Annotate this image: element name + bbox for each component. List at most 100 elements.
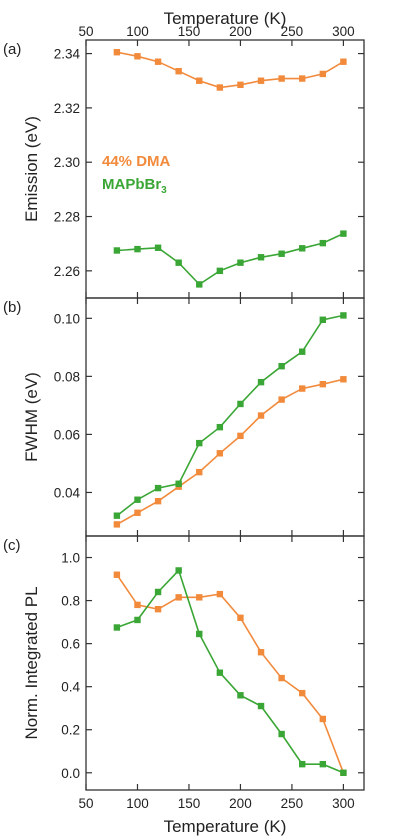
- panel-b-series-1-point: [237, 400, 244, 408]
- panel-b-series-1-point: [154, 484, 162, 492]
- panel-b-series-0-point: [237, 432, 244, 440]
- panel-a-series-1-line: [116, 232, 344, 286]
- panel-c-series-0-point: [216, 590, 224, 598]
- panel-c-y-tick-label: 0.0: [61, 766, 80, 781]
- panel-b-series-1-line: [116, 314, 344, 517]
- panel-c-series-0-point: [237, 614, 244, 621]
- panel-c-series-0-point: [113, 571, 121, 578]
- legend-entry-mapbbr3: MAPbBr3: [102, 176, 167, 196]
- top-x-tick-label: 250: [281, 24, 304, 39]
- panel-a-series-1-point: [154, 244, 162, 251]
- panel-b-series-1-point: [175, 480, 182, 487]
- top-x-tick-label: 300: [332, 24, 355, 39]
- top-x-axis-title: Temperature (K): [164, 9, 287, 28]
- legend-mapbbr-subscript: 3: [161, 185, 167, 196]
- panel-c-series-1-point: [319, 760, 327, 768]
- panel-a-y-tick-label: 2.34: [54, 47, 81, 62]
- panel-b-y-tick-label: 0.08: [54, 369, 80, 384]
- panel-c-series-1-point: [175, 567, 182, 574]
- panel-c-series-0-point: [196, 594, 203, 601]
- panel-c-series-1-point: [134, 616, 141, 624]
- panel-c-y-tick-label: 0.8: [61, 594, 80, 609]
- panel-a-series-0-point: [340, 58, 347, 65]
- panel-b-frame: [85, 297, 365, 537]
- panel-c-series-1-point: [237, 692, 244, 699]
- plot-layer: 2.26 2.28 2.30 2.32 2.34 0.04 0.06 0.08 0.10 0.0 0…: [54, 24, 364, 811]
- panel-a-series-0-point: [257, 77, 265, 84]
- panel-b-series-1-point: [278, 363, 285, 370]
- panel-b-series-1-point: [196, 439, 203, 447]
- panel-a-series-0-point: [196, 77, 203, 84]
- bottom-x-tick-label: 50: [78, 796, 93, 811]
- panel-c-series-1-point: [257, 702, 265, 710]
- panel-a-series-0-point: [175, 68, 182, 75]
- panel-a-series-0-line: [116, 51, 344, 89]
- panel-a-series-0-point: [216, 84, 224, 91]
- panel-b-y-axis-title: FWHM (eV): [22, 372, 41, 462]
- panel-c-frame: [85, 535, 365, 791]
- panel-c-series-1-line: [116, 568, 344, 774]
- panel-b-series-1-point: [340, 312, 347, 319]
- panel-b-series-0-point: [340, 376, 347, 383]
- panel-b-series-0-point: [113, 521, 121, 528]
- panel-a-series-1-point: [216, 267, 224, 275]
- panel-c-series-1-point: [113, 624, 121, 631]
- legend-entry-44-dma: 44% DMA: [102, 153, 171, 170]
- bottom-x-tick-label: 200: [229, 796, 252, 811]
- panel-a-y-tick-label: 2.30: [54, 155, 80, 170]
- panel-c-y-tick-label: 1.0: [61, 551, 80, 566]
- panel-c-series-1-point: [340, 769, 347, 776]
- panel-c-series-1-point: [299, 760, 306, 768]
- panel-c-label: (c): [3, 537, 21, 554]
- panel-b-series-0-point: [257, 412, 265, 419]
- panel-c-series-0-line: [116, 574, 345, 774]
- panel-a-series-1-point: [237, 259, 244, 266]
- panel-c-series-1-point: [216, 669, 224, 676]
- panel-a-y-axis-title: Emission (eV): [22, 116, 41, 222]
- top-x-tick-label: 100: [126, 24, 149, 39]
- panel-a-series-0-point: [319, 70, 327, 78]
- bottom-x-tick-label: 100: [126, 796, 149, 811]
- panel-c-series-0-point: [134, 601, 141, 609]
- bottom-x-axis-title: Temperature (K): [164, 817, 287, 836]
- panel-c-series-1-point: [154, 588, 162, 596]
- panel-b-series-1-point: [299, 348, 306, 355]
- panel-c-series-1-point: [278, 730, 285, 738]
- panel-b-y-tick-label: 0.04: [54, 485, 81, 500]
- panel-c-series-0-point: [319, 715, 327, 723]
- panel-b-series-1-point: [113, 512, 121, 519]
- panel-a-series-0-point: [299, 75, 306, 82]
- panel-b-y-tick-label: 0.10: [54, 311, 80, 326]
- panel-a-y-tick-label: 2.28: [54, 210, 80, 225]
- panel-c-series-0-point: [257, 649, 265, 656]
- panel-b-series-0-point: [154, 497, 162, 505]
- panel-a-label: (a): [3, 41, 21, 58]
- top-x-tick-label: 50: [78, 24, 93, 39]
- panel-b-series-1-point: [216, 423, 224, 431]
- panel-b-series-0-point: [299, 385, 306, 392]
- panel-b-series-1-point: [257, 378, 265, 386]
- bottom-x-tick-label: 150: [178, 796, 201, 811]
- panel-c-y-tick-label: 0.4: [61, 680, 80, 695]
- panel-a-series-0-point: [154, 58, 162, 65]
- panel-a-series-1-point: [257, 254, 265, 261]
- panel-a-series-1-point: [319, 239, 327, 247]
- panel-a-y-tick-label: 2.32: [54, 101, 80, 116]
- panel-c-series-0-point: [175, 594, 182, 601]
- panel-a-series-1-point: [299, 245, 306, 252]
- panel-a-series-1-point: [278, 250, 285, 257]
- panel-c-series-0-point: [299, 689, 306, 697]
- panel-b-series-1-point: [319, 316, 327, 323]
- panel-a-series-0-point: [237, 81, 244, 89]
- panel-a-series-1-point: [340, 230, 347, 237]
- panel-c-series-0-point: [278, 674, 285, 682]
- top-x-tick-label: 150: [178, 24, 201, 39]
- top-x-tick-label: 200: [229, 24, 252, 39]
- panel-c-y-tick-label: 0.2: [61, 723, 80, 738]
- panel-b-series-0-point: [278, 396, 285, 403]
- panel-a-series-1-point: [113, 247, 121, 254]
- panel-a-series-0-point: [134, 53, 141, 60]
- panel-b-series-0-point: [134, 509, 141, 516]
- panel-b-series-0-point: [319, 381, 327, 388]
- panel-b-series-1-point: [134, 496, 141, 503]
